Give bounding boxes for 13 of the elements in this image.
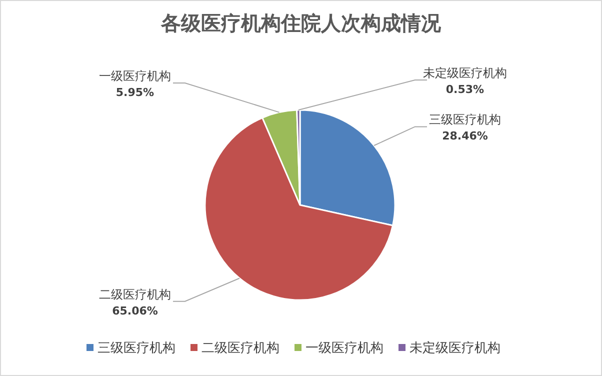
legend-label: 一级医疗机构: [306, 341, 384, 356]
data-label: 5.95%: [116, 86, 154, 100]
data-label: 0.53%: [446, 83, 484, 96]
chart-title: 各级医疗机构住院人次构成情况: [160, 11, 442, 35]
slice-label: 三级医疗机构: [429, 112, 501, 127]
slice-label: 一级医疗机构: [99, 69, 171, 84]
legend-label: 未定级医疗机构: [410, 341, 500, 356]
data-label: 65.06%: [112, 304, 158, 318]
legend-label: 三级医疗机构: [98, 341, 176, 356]
data-label: 28.46%: [442, 130, 488, 143]
legend-label: 二级医疗机构: [202, 341, 280, 356]
slice-label: 未定级医疗机构: [423, 66, 507, 80]
slice-label: 二级医疗机构: [99, 287, 171, 302]
